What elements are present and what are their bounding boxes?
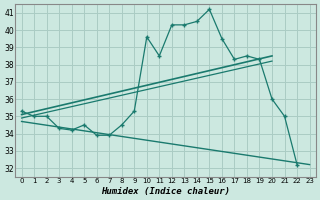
X-axis label: Humidex (Indice chaleur): Humidex (Indice chaleur) [101, 187, 230, 196]
